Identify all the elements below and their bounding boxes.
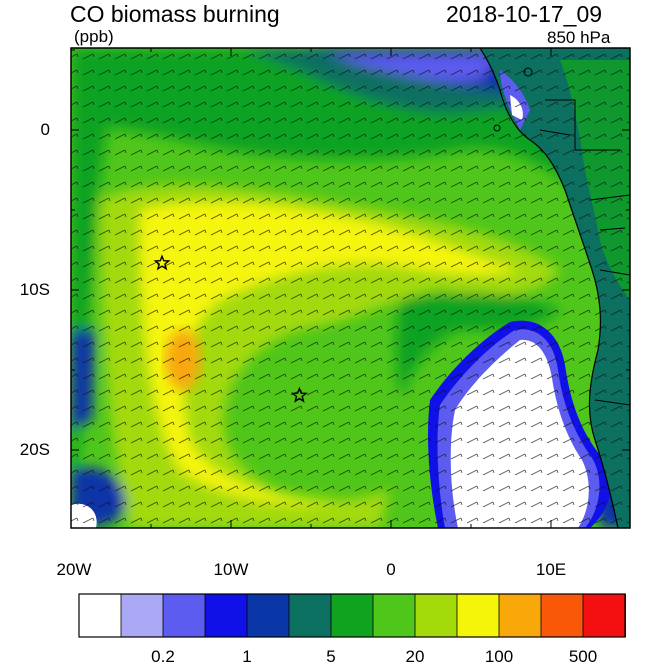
colorbar-tick-label: 1 (242, 647, 252, 666)
colorbar-swatch (414, 593, 458, 638)
lat-ticks (71, 49, 630, 451)
colorbar-swatch (120, 593, 164, 638)
lon-ticks (70, 48, 552, 528)
lat-label-0: 0 (40, 120, 50, 139)
map-frame (70, 47, 631, 529)
colorbar-tick-label: 0.2 (151, 647, 175, 666)
lat-label-10s: 10S (19, 280, 50, 299)
lat-label-20s: 20S (19, 440, 50, 459)
star-marker (290, 386, 308, 403)
colorbar-swatch (498, 593, 542, 638)
colorbar-swatch (456, 593, 500, 638)
colorbar-swatch (204, 593, 248, 638)
colorbar-swatch (372, 593, 416, 638)
colorbar-swatch (540, 593, 584, 638)
pressure-level-label: 850 hPa (547, 28, 611, 47)
lon-label-0: 0 (386, 560, 396, 579)
station-markers (153, 254, 308, 403)
colorbar-swatch (582, 593, 626, 638)
map-title: CO biomass burning (70, 1, 280, 27)
colorbar-swatch (78, 593, 122, 638)
colorbar-tick-label: 5 (326, 647, 336, 666)
co-field (71, 48, 630, 528)
colorbar (78, 593, 626, 638)
lon-label-10e: 10E (535, 560, 567, 579)
units-label: (ppb) (74, 27, 114, 46)
colorbar-swatch (246, 593, 290, 638)
colorbar-tick-label: 500 (568, 647, 598, 666)
colorbar-swatch (288, 593, 332, 638)
star-marker (153, 254, 171, 271)
datetime-label: 2018-10-17_09 (446, 1, 603, 27)
lon-label-20w: 20W (56, 560, 92, 579)
lon-label-10w: 10W (213, 560, 249, 579)
colorbar-swatch (162, 593, 206, 638)
colorbar-tick-label: 100 (484, 647, 514, 666)
colorbar-swatch (330, 593, 374, 638)
colorbar-tick-label: 20 (405, 647, 425, 666)
